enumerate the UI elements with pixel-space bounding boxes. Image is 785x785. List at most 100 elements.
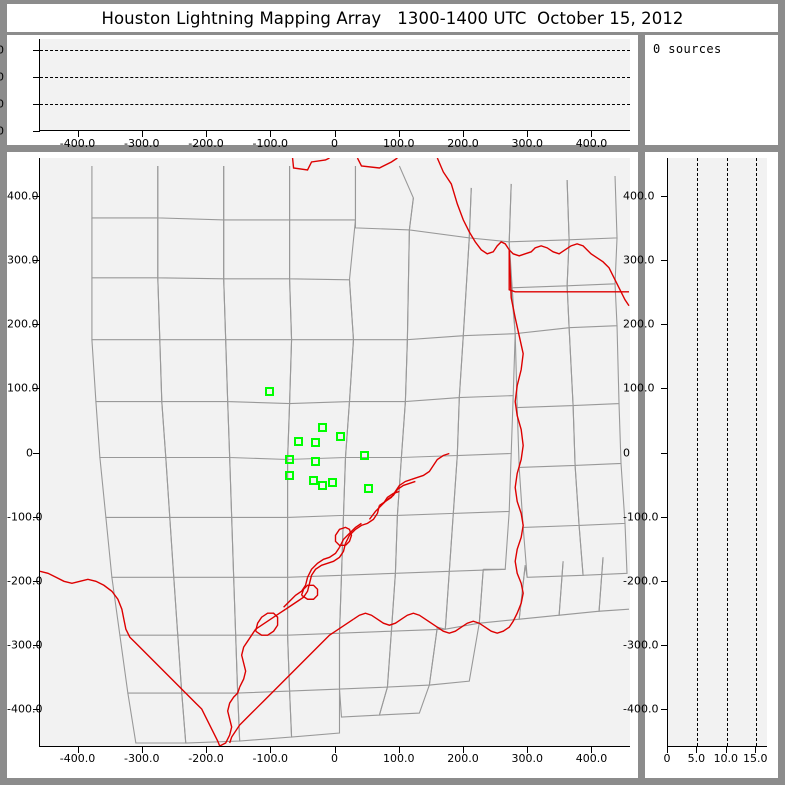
plan-view-map-plot-area[interactable] [39, 158, 630, 747]
gridline-horizontal [40, 103, 630, 105]
x-axis-tick-mark [462, 131, 464, 137]
y-axis-tick-label: -100.0 [623, 510, 659, 524]
x-axis-tick-label: 0 [331, 752, 338, 765]
y-axis-tick-mark [33, 76, 40, 78]
y-axis-tick-label: -200.0 [623, 574, 659, 588]
height-histogram-panel: -400.0 -300.0 -200.0 -100.0 0 100.0 200.0 300.0… [623, 152, 778, 778]
y-axis-tick-label: 100.0 [7, 381, 39, 395]
x-axis-tick-mark [270, 131, 272, 137]
y-axis-tick-label: 400.0 [7, 189, 39, 203]
x-axis-tick-label: -200.0 [188, 137, 224, 150]
x-axis-tick-label: 0 [331, 137, 338, 150]
y-axis-tick-mark [33, 708, 40, 710]
title-panel: Houston Lightning Mapping Array 1300-140… [7, 4, 778, 32]
y-axis-tick-mark [661, 644, 668, 646]
x-axis-tick-mark [591, 747, 593, 753]
station-marker[interactable] [285, 471, 295, 481]
y-axis-tick-mark [661, 196, 668, 198]
x-axis-tick-mark [206, 747, 208, 753]
station-marker[interactable] [318, 481, 328, 491]
y-axis-tick-mark [33, 131, 40, 132]
station-marker[interactable] [264, 386, 274, 396]
time-height-panel: 0 5.0 10.0 15.0 -400.0 -300.0 -200.0 -100.0 0 100… [0, 35, 638, 150]
x-axis-tick-mark [398, 131, 400, 137]
station-marker[interactable] [308, 476, 318, 486]
y-axis-tick-label: 5.0 [0, 97, 4, 111]
time-height-plot-area[interactable] [39, 39, 630, 131]
y-axis-tick-label: -300.0 [623, 638, 659, 652]
y-axis-tick-label: 100.0 [623, 381, 655, 395]
y-axis-tick-mark [661, 324, 668, 326]
y-axis-tick-label: 10.0 [0, 70, 4, 84]
map-geography [40, 158, 630, 746]
x-axis-tick-mark [141, 747, 143, 753]
gridline-vertical [697, 158, 699, 746]
y-axis-tick-label: 0 [623, 446, 630, 459]
source-count-label: 0 sources [653, 42, 722, 56]
gridline-horizontal [40, 76, 630, 78]
x-axis-tick-mark [77, 131, 79, 137]
y-axis-tick-label: 300.0 [623, 253, 655, 267]
y-axis-tick-mark [33, 580, 40, 582]
x-axis-tick-label: 300.0 [511, 752, 543, 765]
x-axis-tick-label: 0 [663, 752, 671, 765]
x-axis-tick-mark [334, 747, 336, 753]
y-axis-tick-label: 400.0 [623, 189, 655, 203]
x-axis-tick-mark [141, 131, 143, 137]
station-marker[interactable] [311, 437, 321, 447]
height-histogram-plot-area[interactable] [667, 158, 767, 747]
y-axis-tick-label: -100.0 [7, 510, 43, 524]
y-axis-tick-label: -200.0 [7, 574, 43, 588]
y-axis-tick-mark [33, 49, 40, 51]
y-axis-tick-mark [33, 516, 40, 518]
x-axis-tick-label: 400.0 [575, 752, 608, 765]
x-axis-tick-label: 100.0 [382, 137, 415, 150]
y-axis-tick-label: 15.0 [0, 43, 4, 57]
station-marker[interactable] [311, 456, 321, 466]
y-axis-tick-mark [33, 103, 40, 105]
x-axis-tick-mark [591, 131, 593, 137]
x-axis-tick-label: 15.0 [742, 752, 768, 765]
x-axis-tick-label: 5.0 [687, 752, 706, 765]
station-marker[interactable] [359, 450, 369, 460]
x-axis-tick-mark [77, 747, 79, 753]
y-axis-tick-label: -400.0 [7, 702, 43, 716]
plan-view-map-panel: -400.0 -300.0 -200.0 -100.0 0 100.0 200.0 300.0… [7, 152, 638, 778]
gridline-vertical [726, 158, 728, 746]
y-axis-tick-mark [661, 388, 668, 390]
x-axis-tick-label: 100.0 [382, 752, 415, 765]
source-count-panel: 0 sources [645, 35, 778, 145]
y-axis-tick-mark [661, 580, 668, 582]
x-axis-tick-mark [725, 747, 727, 753]
y-axis-tick-label: -400.0 [623, 702, 659, 716]
y-axis-tick-mark [33, 388, 40, 390]
y-axis-tick-mark [661, 260, 668, 262]
x-axis-tick-label: -300.0 [124, 137, 160, 150]
station-marker[interactable] [328, 478, 338, 488]
x-axis-tick-label: -100.0 [252, 752, 288, 765]
x-axis-tick-label: 300.0 [511, 137, 543, 150]
station-marker[interactable] [336, 431, 346, 441]
state-and-coastline-borders [40, 158, 630, 746]
station-marker[interactable] [363, 484, 373, 494]
gridline-vertical [756, 158, 758, 746]
station-marker[interactable] [293, 437, 303, 447]
x-axis-tick-label: -200.0 [188, 752, 224, 765]
y-axis-tick-mark [661, 708, 668, 710]
x-axis-tick-mark [334, 131, 336, 137]
station-marker[interactable] [318, 423, 328, 433]
x-axis-tick-mark [755, 747, 757, 753]
y-axis-tick-mark [33, 324, 40, 326]
x-axis-tick-label: -100.0 [252, 137, 288, 150]
y-axis-tick-mark [33, 196, 40, 198]
y-axis-tick-label: 300.0 [7, 253, 39, 267]
station-marker[interactable] [285, 455, 295, 465]
y-axis-tick-label: -300.0 [7, 638, 43, 652]
x-axis-tick-label: -400.0 [59, 137, 96, 150]
x-axis-tick-mark [667, 747, 668, 753]
gridline-horizontal [40, 49, 630, 51]
y-axis-tick-mark [33, 644, 40, 646]
x-axis-tick-mark [527, 747, 529, 753]
x-axis-tick-mark [270, 747, 272, 753]
